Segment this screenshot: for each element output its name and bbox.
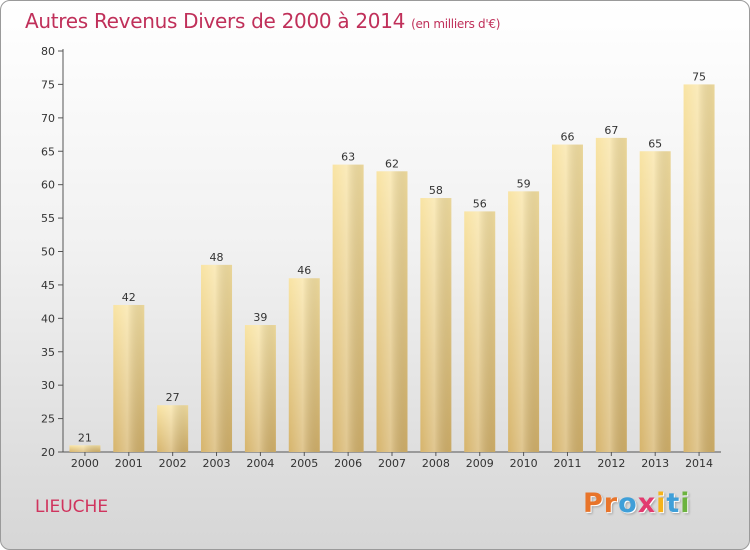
bar-shade-2002 xyxy=(157,405,189,452)
y-tick-label: 35 xyxy=(41,346,55,359)
y-tick-label: 50 xyxy=(41,246,55,259)
chart-title: Autres Revenus Divers de 2000 à 2014 (en … xyxy=(25,9,500,33)
data-label: 59 xyxy=(517,177,531,190)
y-tick-label: 65 xyxy=(41,145,55,158)
data-label: 67 xyxy=(604,124,618,137)
x-tick-label: 2009 xyxy=(466,457,494,470)
data-label: 75 xyxy=(692,70,706,83)
y-tick-label: 45 xyxy=(41,279,55,292)
title-unit: (en milliers d'€) xyxy=(411,17,501,31)
x-tick-label: 2007 xyxy=(378,457,406,470)
data-label: 66 xyxy=(560,131,574,144)
data-label: 46 xyxy=(297,264,311,277)
bar-shade-2012 xyxy=(595,137,627,452)
bar-shade-2011 xyxy=(551,144,583,453)
bars xyxy=(69,84,715,453)
data-label: 63 xyxy=(341,151,355,164)
bar-shade-2001 xyxy=(113,304,145,452)
logo-letter: P xyxy=(583,488,604,519)
data-label: 62 xyxy=(385,157,399,170)
bar-shade-2007 xyxy=(376,171,408,453)
logo-letter: i xyxy=(680,488,691,519)
data-label: 27 xyxy=(166,391,180,404)
y-tick-label: 70 xyxy=(41,112,55,125)
y-tick-label: 30 xyxy=(41,379,55,392)
x-tick-label: 2005 xyxy=(290,457,318,470)
logo-letter: o xyxy=(618,488,638,519)
bar-shade-2003 xyxy=(201,264,233,452)
x-tick-label: 2008 xyxy=(422,457,450,470)
title-text: Autres Revenus Divers de 2000 à 2014 xyxy=(25,9,406,33)
y-tick-label: 25 xyxy=(41,413,55,426)
data-label: 56 xyxy=(473,197,487,210)
bar-shade-2008 xyxy=(420,198,452,452)
labels: 2000 21 2001 42 2002 27 2003 48 2004 39 2005 46 2006… xyxy=(71,70,713,470)
bar-shade-2013 xyxy=(639,151,671,452)
data-label: 39 xyxy=(253,311,267,324)
y-tick-label: 40 xyxy=(41,312,55,325)
x-tick-label: 2002 xyxy=(159,457,187,470)
x-tick-label: 2001 xyxy=(115,457,143,470)
data-label: 65 xyxy=(648,137,662,150)
x-tick-label: 2006 xyxy=(334,457,362,470)
x-tick-label: 2013 xyxy=(641,457,669,470)
commune-name: LIEUCHE xyxy=(35,497,109,517)
y-tick-label: 55 xyxy=(41,212,55,225)
x-tick-label: 2011 xyxy=(553,457,581,470)
axes: 20 25 30 35 40 45 50 55 60 65 70 75 80 xyxy=(41,45,721,459)
logo-letter: t xyxy=(666,488,681,519)
y-tick-label: 75 xyxy=(41,78,55,91)
bar-shade-2000 xyxy=(69,445,101,452)
y-tick-label: 60 xyxy=(41,179,55,192)
y-tick-label: 80 xyxy=(41,45,55,58)
logo-letter: i xyxy=(656,488,667,519)
y-tick-label: 20 xyxy=(41,446,55,459)
bar-shade-2009 xyxy=(464,211,496,452)
data-label: 58 xyxy=(429,184,443,197)
bar-shade-2005 xyxy=(288,278,320,452)
data-label: 42 xyxy=(122,291,136,304)
x-tick-label: 2000 xyxy=(71,457,99,470)
x-tick-label: 2010 xyxy=(510,457,538,470)
logo-letter: x xyxy=(637,488,657,519)
bar-shade-2014 xyxy=(683,84,715,453)
bar-shade-2006 xyxy=(332,164,364,452)
logo-letter: r xyxy=(603,488,619,519)
x-tick-label: 2003 xyxy=(203,457,231,470)
x-tick-label: 2012 xyxy=(597,457,625,470)
x-tick-label: 2004 xyxy=(246,457,274,470)
data-label: 21 xyxy=(78,431,92,444)
proxiti-logo: Proxiti xyxy=(583,488,691,519)
x-tick-label: 2014 xyxy=(685,457,713,470)
data-label: 48 xyxy=(210,251,224,264)
bar-shade-2004 xyxy=(244,325,276,452)
bar-shade-2010 xyxy=(508,191,540,452)
